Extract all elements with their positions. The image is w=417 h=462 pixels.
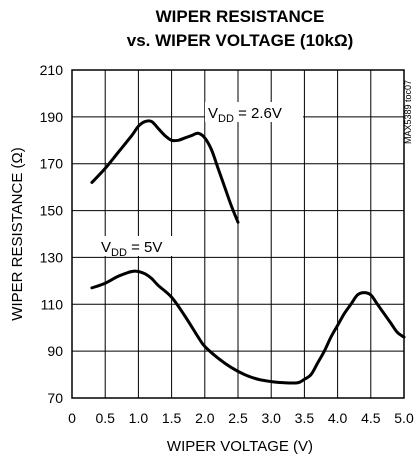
tick-labels: 0 0.5 1.0 1.5 2.0 2.5 3.0 3.5 4.0 4.5 5.0 70 90 110 13… (40, 62, 414, 426)
x-tick-label: 3.0 (261, 410, 281, 426)
series-line-vdd-5v (90, 269, 406, 385)
chart-title-line2: vs. WIPER VOLTAGE (10kΩ) (127, 31, 354, 50)
series-label-vdd-5v-main: V (101, 239, 111, 256)
series-label-vdd-5v: VDD = 5V (98, 236, 182, 259)
plot-frame (71, 69, 405, 399)
x-tick-label: 4.0 (328, 410, 348, 426)
x-axis-title: WIPER VOLTAGE (V) (167, 438, 313, 455)
y-tick-label: 110 (41, 296, 64, 312)
svg-text:VDD = 5V: VDD = 5V (101, 239, 162, 259)
x-tick-label: 4.5 (361, 410, 381, 426)
series-label-vdd-2.6v-main: V (208, 105, 218, 122)
y-tick-label: 90 (47, 343, 63, 359)
y-tick-label: 130 (40, 249, 64, 265)
svg-text:VDD = 2.6V: VDD = 2.6V (208, 105, 282, 125)
chart-title-line1: WIPER RESISTANCE (156, 7, 325, 26)
y-tick-label: 70 (47, 390, 63, 406)
side-code: MAX5389 toc07 (403, 80, 413, 144)
x-tick-label: 1.5 (162, 410, 182, 426)
y-tick-label: 170 (40, 156, 64, 172)
x-tick-label: 0.5 (95, 410, 115, 426)
y-tick-label: 150 (40, 203, 64, 219)
series-label-vdd-2.6v-sub: DD (218, 113, 234, 125)
series-label-vdd-2.6v: VDD = 2.6V (205, 102, 303, 125)
x-tick-label: 2.5 (228, 410, 248, 426)
series-label-vdd-5v-rest: = 5V (127, 239, 162, 256)
x-tick-label: 1.0 (129, 410, 149, 426)
y-tick-label: 210 (40, 62, 64, 78)
y-axis-title: WIPER RESISTANCE (Ω) (9, 147, 26, 320)
x-tick-label: 0 (68, 410, 76, 426)
grid (72, 70, 404, 398)
x-tick-label: 5.0 (394, 410, 414, 426)
x-tick-label: 2.0 (195, 410, 215, 426)
series-lines (90, 119, 406, 385)
x-tick-label: 3.5 (295, 410, 315, 426)
y-tick-label: 190 (40, 109, 64, 125)
series-line-vdd-2.6v (90, 119, 240, 224)
series-label-vdd-5v-sub: DD (111, 247, 127, 259)
series-label-vdd-2.6v-rest: = 2.6V (234, 105, 282, 122)
